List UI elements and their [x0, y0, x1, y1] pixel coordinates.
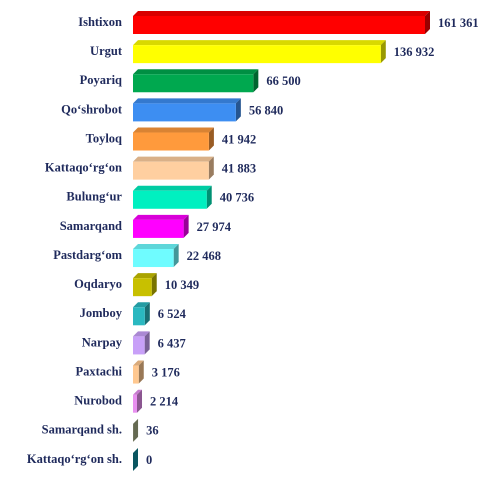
bar [133, 394, 138, 413]
bar [133, 249, 174, 268]
bar-side [253, 69, 259, 93]
category-label: Urgut [90, 44, 123, 58]
category-label: Toyloq [86, 131, 122, 145]
value-label: 36 [146, 424, 159, 438]
value-label: 3 176 [152, 365, 180, 379]
category-label: Paxtachi [75, 364, 122, 378]
bar-side [173, 244, 179, 268]
bar-side [183, 214, 189, 238]
bar [133, 16, 425, 34]
category-label: Nurobod [74, 394, 122, 408]
bar-side [380, 40, 386, 64]
value-label: 66 500 [266, 74, 300, 88]
value-label: 6 437 [158, 336, 186, 350]
bar-top [133, 69, 259, 75]
bar-top [133, 214, 189, 220]
bar-top [133, 331, 150, 337]
value-label: 136 932 [394, 45, 435, 59]
value-label: 0 [146, 453, 152, 467]
bar-top [133, 360, 144, 366]
value-label: 6 524 [158, 307, 187, 321]
value-label: 22 468 [187, 249, 221, 263]
value-label: 161 361 [438, 16, 479, 30]
bar-side [133, 447, 138, 471]
value-label: 41 883 [222, 162, 256, 176]
bar-top [133, 11, 430, 16]
bar-side [208, 156, 214, 180]
bar [133, 74, 254, 93]
value-label: 10 349 [165, 278, 199, 292]
bar [133, 278, 152, 297]
category-label: Pastdarg‘om [53, 248, 122, 262]
bar-side [235, 98, 241, 122]
bar-side [425, 11, 430, 34]
category-label: Poyariq [80, 73, 122, 87]
category-label: Samarqand [60, 219, 122, 233]
bar [133, 365, 139, 384]
bar [133, 336, 145, 355]
category-label: Kattaqo‘rg‘on sh. [27, 452, 122, 466]
bar-top [133, 127, 214, 133]
bar-top [133, 244, 179, 250]
category-label: Samarqand sh. [42, 423, 122, 437]
bar [133, 219, 184, 238]
category-label: Oqdaryo [74, 277, 122, 291]
bar-side [137, 389, 143, 413]
value-label: 40 736 [220, 191, 254, 205]
category-label: Qo‘shrobot [61, 102, 123, 116]
value-label: 27 974 [197, 220, 232, 234]
category-label: Bulung‘ur [66, 190, 122, 204]
bar [133, 45, 381, 64]
category-label: Jomboy [80, 306, 123, 320]
bar-top [133, 302, 150, 308]
bar [133, 307, 145, 326]
bar [133, 103, 236, 122]
bar-top [133, 185, 212, 191]
bar-side [144, 302, 150, 326]
bar-top [133, 418, 139, 424]
bar [133, 132, 209, 151]
bar-side [133, 418, 139, 442]
category-label: Ishtixon [78, 15, 122, 29]
category-label: Narpay [82, 335, 123, 349]
bar-side [138, 360, 144, 384]
bar-top [133, 156, 214, 162]
bar-side [208, 127, 214, 151]
value-label: 2 214 [150, 395, 179, 409]
bar-top [133, 40, 386, 46]
category-label: Kattaqo‘rg‘on [45, 161, 122, 175]
bar-top [133, 389, 143, 395]
bar [133, 161, 209, 180]
bar-side [151, 273, 157, 297]
value-label: 41 942 [222, 132, 256, 146]
bar-side [144, 331, 150, 355]
bar-top [133, 273, 157, 279]
value-label: 56 840 [249, 103, 283, 117]
bar-top [133, 98, 241, 104]
bar [133, 190, 207, 209]
bar-side [206, 185, 212, 209]
